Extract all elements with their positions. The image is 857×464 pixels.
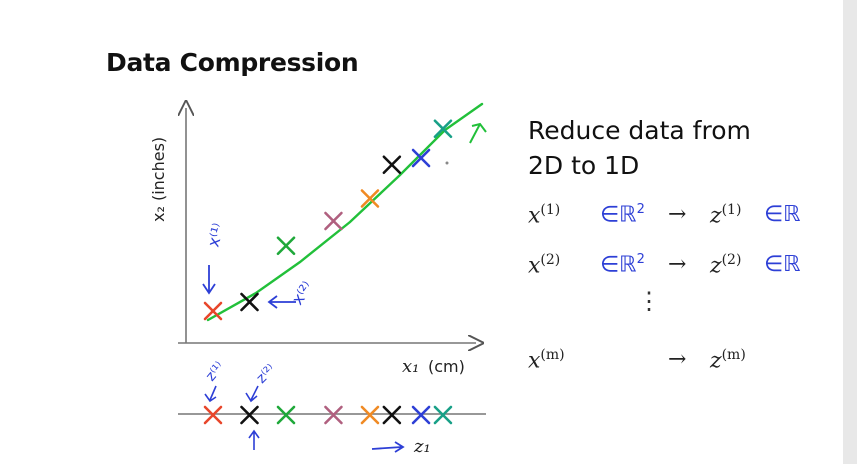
stray-mark (445, 161, 449, 165)
eq1-x: x(1) (528, 202, 561, 229)
eq2-arrow: → (668, 252, 687, 277)
x-axis-label-unit: (cm) (428, 357, 465, 376)
point-1d-4-purple (324, 405, 343, 425)
eqm-arrow: → (668, 347, 687, 372)
point-2d-4-purple (324, 211, 343, 231)
right-arrow-icon (371, 441, 405, 453)
vertical-ellipsis: ⋮ (637, 287, 661, 315)
point-2d-6-black (382, 155, 402, 175)
point-1d-6-black (382, 405, 402, 425)
z1-annotation: z⁽¹⁾ (203, 359, 228, 403)
point-1d-5-orange (360, 405, 380, 425)
x2-annotation: x⁽²⁾ (267, 278, 317, 309)
z2-annotation: z⁽²⁾ (245, 361, 279, 403)
eq2-x: x(2) (528, 252, 561, 279)
point-1d-1-red (203, 405, 223, 425)
eq1-arrow: → (668, 202, 687, 227)
point-2d-1-red (203, 301, 223, 321)
z2-note: z⁽²⁾ (254, 361, 279, 386)
reduce-line-1: Reduce data from (528, 116, 751, 145)
point-2d-5-orange (360, 189, 380, 208)
point-2d-7-blue (411, 148, 431, 168)
reduce-line-2: 2D to 1D (528, 151, 640, 180)
x1-annotation: x⁽¹⁾ (202, 221, 229, 295)
eq2-in: ∈ℝ2 (600, 252, 645, 278)
window-edge (843, 0, 857, 464)
point-1d-7-blue (411, 405, 431, 425)
point-2d-8-teal (433, 119, 453, 139)
y-axis-label: x₂ (inches) (149, 137, 168, 222)
projection-line (206, 102, 484, 322)
slide-title: Data Compression (106, 48, 359, 77)
point-1d-8-teal (433, 405, 453, 425)
point-2d-2-black (240, 292, 259, 312)
z-axis-label: z₁ (413, 436, 431, 457)
points-1d (203, 405, 453, 425)
direction-arrow-icon (469, 122, 487, 144)
point-2d-3-green (276, 236, 296, 256)
eq1-in: ∈ℝ2 (600, 202, 645, 228)
eq2-z-in: ∈ℝ (764, 252, 801, 277)
point-1d-2-black (240, 405, 259, 425)
x1-note: x⁽¹⁾ (204, 221, 229, 249)
points-2d (203, 119, 453, 321)
z1-note: z⁽¹⁾ (203, 359, 228, 384)
x-axis-label-var: x₁ (402, 356, 419, 377)
eq2-z: z(2) (710, 252, 742, 279)
x2-note: x⁽²⁾ (288, 278, 317, 308)
reduce-description: Reduce data from 2D to 1D (528, 113, 788, 183)
eqm-z: z(m) (710, 347, 746, 374)
eq1-z-in: ∈ℝ (764, 202, 801, 227)
point-1d-3-green (276, 405, 296, 425)
eqm-x: x(m) (528, 347, 565, 374)
up-arrow-icon (248, 429, 260, 450)
eq1-z: z(1) (710, 202, 742, 229)
